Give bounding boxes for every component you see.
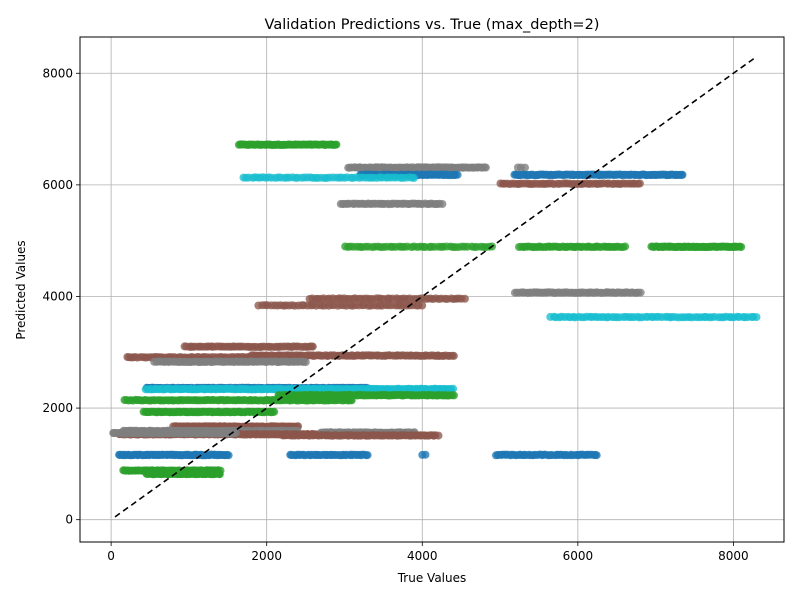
data-point	[332, 140, 341, 149]
data-point	[752, 313, 761, 322]
data-point	[521, 163, 529, 172]
data-point	[450, 391, 458, 400]
data-point	[363, 451, 372, 460]
x-tick-label: 6000	[563, 549, 594, 563]
data-point	[215, 469, 224, 478]
data-point	[410, 173, 418, 182]
data-point	[438, 200, 447, 208]
data-point	[449, 351, 458, 360]
data-point	[592, 451, 601, 460]
data-point	[301, 358, 310, 367]
x-tick-label: 4000	[407, 549, 438, 563]
data-point	[737, 243, 746, 251]
data-point	[621, 242, 630, 251]
data-point	[460, 294, 469, 303]
y-tick-label: 8000	[42, 66, 73, 80]
data-point	[481, 163, 490, 172]
x-tick-label: 8000	[718, 549, 749, 563]
data-point	[434, 431, 443, 440]
data-point	[635, 179, 644, 188]
x-tick-label: 0	[107, 549, 115, 563]
y-axis-label: Predicted Values	[14, 240, 28, 339]
data-point	[453, 170, 462, 179]
y-tick-label: 6000	[42, 178, 73, 192]
data-point	[636, 288, 645, 297]
data-points	[109, 140, 761, 479]
data-point	[308, 342, 317, 351]
x-tick-label: 2000	[251, 549, 282, 563]
y-tick-label: 4000	[42, 289, 73, 303]
x-axis-label: True Values	[397, 571, 467, 585]
data-point	[347, 396, 356, 405]
y-tick-label: 0	[65, 513, 73, 527]
y-tick-label: 2000	[42, 401, 73, 415]
grid-lines	[80, 37, 784, 542]
data-point	[224, 451, 233, 460]
chart-title: Validation Predictions vs. True (max_dep…	[265, 17, 600, 33]
data-point	[678, 170, 687, 179]
data-point	[421, 450, 430, 459]
data-point	[270, 407, 279, 416]
data-point	[418, 301, 427, 310]
